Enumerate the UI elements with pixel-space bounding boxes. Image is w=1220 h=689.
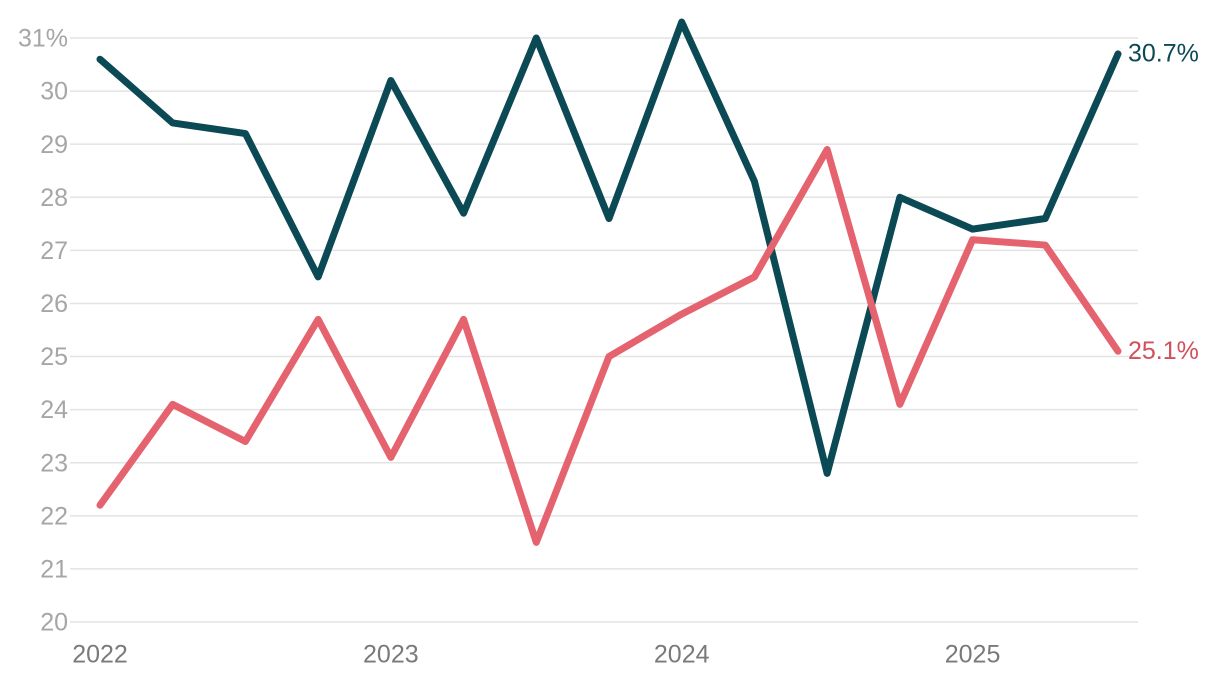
y-tick-label: 21 <box>40 556 68 584</box>
y-tick-label: 25 <box>40 343 68 371</box>
y-tick-label: 26 <box>40 290 68 318</box>
x-tick-label: 2025 <box>945 641 1001 669</box>
y-tick-label: 30 <box>40 78 68 106</box>
x-tick-label: 2024 <box>654 641 710 669</box>
y-tick-label: 29 <box>40 131 68 159</box>
y-tick-label: 28 <box>40 184 68 212</box>
x-tick-label: 2022 <box>72 641 128 669</box>
value-label: 30.7% <box>1128 40 1199 68</box>
y-tick-label: 31% <box>18 25 68 53</box>
x-tick-label: 2023 <box>363 641 419 669</box>
y-tick-label: 20 <box>40 609 68 637</box>
series-line <box>96 18 1122 477</box>
series-line <box>96 145 1122 546</box>
y-tick-label: 24 <box>40 396 68 424</box>
y-tick-label: 22 <box>40 502 68 530</box>
y-tick-label: 27 <box>40 237 68 265</box>
value-label: 25.1% <box>1128 337 1199 365</box>
y-tick-label: 23 <box>40 449 68 477</box>
